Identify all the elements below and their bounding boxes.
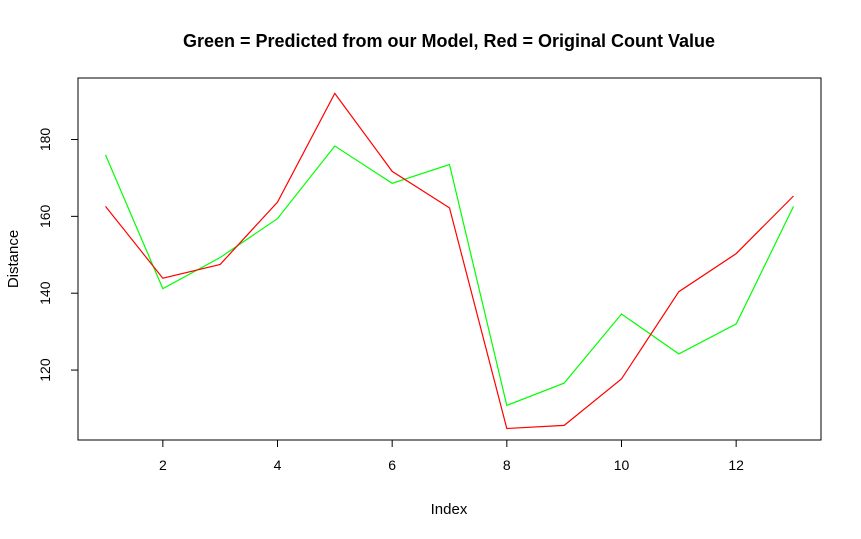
y-axis: 120 140 160 180 (37, 128, 78, 382)
series-line-red (105, 92, 794, 430)
x-tick-label: 8 (503, 457, 511, 473)
chart-title: Green = Predicted from our Model, Red = … (183, 31, 715, 51)
plot-area-frame (77, 77, 822, 441)
y-tick-label: 160 (37, 204, 53, 228)
x-axis: 2 4 6 8 10 12 (159, 440, 744, 473)
x-tick-label: 6 (388, 457, 396, 473)
y-tick-label: 120 (37, 358, 53, 382)
x-axis-title: Index (431, 501, 468, 518)
series-line-green (104, 145, 795, 407)
x-tick-label: 2 (159, 457, 167, 473)
y-tick-label: 140 (37, 281, 53, 305)
x-tick-label: 4 (274, 457, 282, 473)
series-layer (104, 92, 795, 430)
x-tick-label: 10 (614, 457, 630, 473)
y-tick-label: 180 (37, 128, 53, 152)
x-tick-label: 12 (728, 457, 744, 473)
y-axis-title: Distance (5, 230, 22, 288)
